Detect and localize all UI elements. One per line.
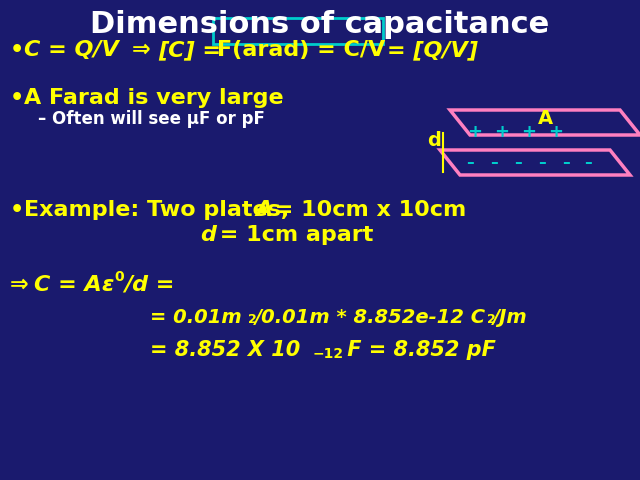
Text: A: A (538, 108, 552, 128)
Text: –: – (538, 155, 546, 169)
Text: d: d (427, 131, 441, 149)
Text: [C] =: [C] = (158, 40, 221, 60)
Text: C = Q/V: C = Q/V (24, 40, 119, 60)
Text: /d =: /d = (124, 275, 174, 295)
Text: •: • (10, 200, 24, 220)
Text: +: + (467, 123, 483, 141)
Text: ε: ε (101, 275, 113, 295)
Text: –: – (514, 155, 522, 169)
Text: = 8.852 X 10: = 8.852 X 10 (150, 340, 300, 360)
Text: −12: −12 (313, 347, 344, 361)
Text: +: + (522, 123, 536, 141)
Text: –: – (490, 155, 498, 169)
Text: •: • (10, 88, 24, 108)
Text: ⇒: ⇒ (132, 40, 150, 60)
Text: d: d (200, 225, 216, 245)
Text: +: + (548, 123, 563, 141)
Text: A: A (255, 200, 272, 220)
Text: Example: Two plates,: Example: Two plates, (24, 200, 297, 220)
Text: = [Q/V]: = [Q/V] (387, 40, 478, 60)
Text: 2: 2 (248, 313, 257, 326)
Text: F = 8.852 pF: F = 8.852 pF (340, 340, 496, 360)
Text: –: – (562, 155, 570, 169)
Text: A Farad is very large: A Farad is very large (24, 88, 284, 108)
Text: Dimensions of capacitance: Dimensions of capacitance (90, 10, 550, 39)
Text: •: • (10, 40, 24, 60)
Text: 0: 0 (114, 270, 124, 284)
Text: –: – (584, 155, 592, 169)
Text: = 0.01m: = 0.01m (150, 308, 242, 327)
Text: = 10cm x 10cm: = 10cm x 10cm (267, 200, 467, 220)
Text: C = A: C = A (34, 275, 102, 295)
Text: – Often will see μF or pF: – Often will see μF or pF (38, 110, 265, 128)
Text: 2: 2 (487, 313, 496, 326)
Text: = 1cm apart: = 1cm apart (212, 225, 373, 245)
Text: –: – (466, 155, 474, 169)
Text: F(arad) = C/V: F(arad) = C/V (217, 40, 385, 60)
Text: +: + (495, 123, 509, 141)
Text: /0.01m * 8.852e-12 C: /0.01m * 8.852e-12 C (255, 308, 486, 327)
Text: /Jm: /Jm (493, 308, 528, 327)
Text: ⇒: ⇒ (10, 275, 29, 295)
